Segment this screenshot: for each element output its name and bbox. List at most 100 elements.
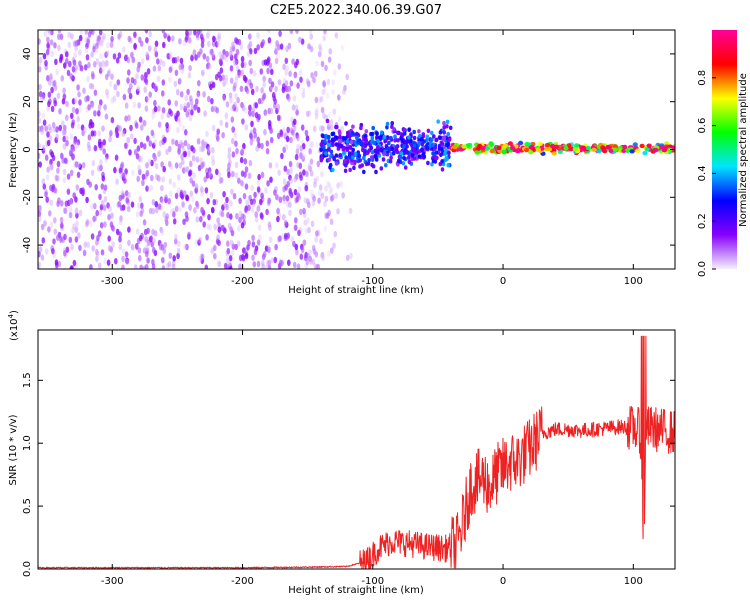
colorbar-bar: [712, 30, 737, 269]
heatmap-cell: [103, 257, 107, 265]
heatmap-cell: [146, 95, 150, 103]
heatmap-cell: [85, 54, 90, 61]
heatmap-cell: [444, 156, 449, 161]
heatmap-cell: [385, 125, 389, 130]
heatmap-cell: [121, 193, 125, 200]
heatmap-cell: [224, 121, 229, 129]
heatmap-cell: [307, 226, 311, 234]
heatmap-cell: [204, 187, 209, 194]
heatmap-cell: [84, 96, 88, 103]
heatmap-cell: [143, 86, 147, 93]
heatmap-cell: [196, 51, 201, 58]
heatmap-cell: [113, 83, 117, 91]
heatmap-cell: [142, 265, 147, 269]
heatmap-cell: [326, 142, 331, 148]
heatmap-cell: [69, 265, 74, 269]
heatmap-cell: [283, 131, 288, 139]
heatmap-cell: [192, 172, 196, 179]
heatmap-cell: [180, 142, 185, 149]
heatmap-cell: [62, 129, 66, 136]
heatmap-cell: [394, 145, 399, 150]
heatmap-cell: [63, 207, 67, 214]
heatmap-cell: [210, 98, 214, 105]
heatmap-cell: [396, 138, 400, 143]
heatmap-cell: [171, 138, 175, 145]
heatmap-cell: [260, 192, 264, 199]
heatmap-cell: [168, 190, 173, 198]
heatmap-cell: [302, 239, 307, 246]
heatmap-cell: [161, 79, 166, 86]
heatmap-cell: [383, 139, 387, 144]
heatmap-cell: [184, 94, 188, 102]
heatmap-cell: [293, 72, 298, 79]
heatmap-cell: [130, 201, 135, 208]
heatmap-cell: [282, 194, 287, 202]
heatmap-cell: [155, 173, 159, 181]
heatmap-cell: [316, 160, 321, 168]
heatmap-cell: [160, 244, 165, 251]
heatmap-cell: [73, 137, 78, 144]
heatmap-cell: [105, 50, 110, 57]
spectrogram-xlabel: Height of straight line (km): [288, 285, 424, 296]
heatmap-cell: [248, 33, 252, 40]
heatmap-cell: [323, 30, 327, 35]
heatmap-cell: [88, 181, 92, 188]
heatmap-cell: [105, 92, 110, 100]
heatmap-cell: [361, 147, 365, 153]
heatmap-cell: [193, 207, 197, 214]
heatmap-cell: [347, 151, 352, 156]
heatmap-cell: [318, 43, 322, 50]
heatmap-cell: [253, 191, 257, 199]
heatmap-cell: [78, 244, 82, 252]
heatmap-cell: [217, 35, 221, 42]
heatmap-cell: [295, 109, 299, 116]
heatmap-cell: [217, 260, 221, 267]
heatmap-cell: [348, 145, 353, 150]
heatmap-cell: [76, 139, 81, 146]
heatmap-cell: [307, 43, 311, 50]
heatmap-cell: [257, 97, 262, 105]
x-tick-label: -100: [361, 276, 384, 287]
heatmap-cell: [124, 54, 129, 61]
heatmap-cell: [415, 150, 419, 155]
heatmap-cell: [412, 156, 417, 161]
heatmap-cell: [244, 206, 248, 214]
heatmap-cell: [43, 30, 48, 38]
heatmap-cell: [351, 155, 355, 160]
x-tick-label: -300: [101, 276, 124, 287]
heatmap-cell: [209, 173, 213, 180]
heatmap-cell: [265, 208, 269, 216]
heatmap-cell: [263, 250, 267, 258]
heatmap-cell: [341, 151, 346, 156]
heatmap-cell: [310, 141, 314, 148]
heatmap-cell: [245, 87, 250, 95]
heatmap-cell: [286, 201, 290, 208]
heatmap-cell: [265, 140, 270, 147]
heatmap-cell: [240, 69, 244, 77]
heatmap-cell: [122, 46, 126, 53]
heatmap-cell: [93, 61, 97, 68]
heatmap-cell: [253, 70, 257, 77]
heatmap-cell: [102, 204, 107, 211]
heatmap-cell: [327, 139, 332, 144]
snr-multiplier: (x104): [7, 310, 20, 341]
heatmap-cell: [72, 59, 77, 66]
heatmap-cell: [229, 213, 233, 220]
heatmap-cell: [73, 161, 78, 168]
heatmap-cell: [205, 234, 209, 241]
heatmap-cell: [279, 43, 284, 50]
heatmap-cell: [118, 218, 123, 226]
heatmap-cell: [254, 102, 259, 109]
heatmap-cell: [177, 148, 181, 155]
heatmap-cell: [109, 41, 114, 48]
heatmap-cell: [77, 232, 81, 239]
heatmap-cell: [364, 129, 369, 134]
heatmap-cell: [217, 171, 222, 178]
heatmap-cell: [323, 200, 327, 207]
heatmap-cell: [153, 105, 158, 113]
heatmap-cell: [370, 131, 375, 137]
heatmap-cell: [68, 211, 73, 219]
heatmap-cell: [176, 252, 180, 260]
heatmap-cell: [342, 136, 346, 141]
